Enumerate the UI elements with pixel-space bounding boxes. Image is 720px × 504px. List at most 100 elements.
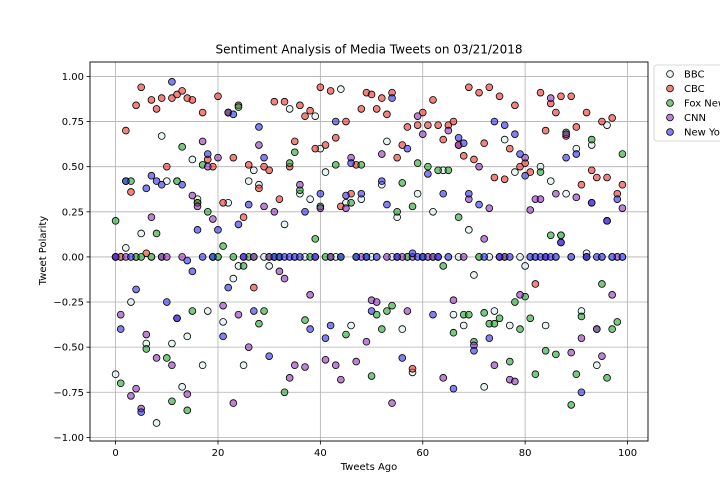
legend-item-cnn[interactable]: CNN [666,113,706,124]
legend-item-cbc[interactable]: CBC [666,84,705,95]
point-cnn [326,253,335,261]
point-bbc [219,318,227,326]
point-cbc [593,173,601,182]
point-cnn [290,361,299,370]
point-fox-news [439,262,448,270]
point-bbc [516,253,524,261]
point-new-york-times [234,220,243,229]
point-new-york-times [214,226,222,234]
x-tick-label: 100 [618,448,637,459]
point-cbc [321,141,330,149]
point-cbc [168,94,176,102]
point-bbc [546,177,555,185]
point-bbc [321,168,330,176]
point-new-york-times [244,200,253,209]
point-cbc [311,144,320,153]
point-cbc [582,108,591,117]
point-fox-news [239,262,248,270]
point-fox-news [495,314,504,323]
point-new-york-times [357,189,366,198]
legend-label: BBC [684,70,705,81]
point-new-york-times [577,388,586,397]
point-cbc [557,92,565,101]
point-new-york-times [521,171,529,180]
legend-item-bbc[interactable]: BBC [666,70,705,81]
y-tick-label: 0.50 [62,162,84,173]
point-new-york-times [383,200,391,209]
point-cnn [546,94,555,102]
point-cnn [608,291,616,299]
point-cbc [377,94,386,102]
point-new-york-times [250,307,258,315]
point-bbc [157,132,166,140]
point-fox-news [260,307,268,315]
point-cbc [603,173,611,182]
point-new-york-times [342,191,350,200]
point-new-york-times [188,267,197,276]
point-bbc [562,189,570,198]
point-bbc [111,370,120,379]
point-cbc [598,117,606,126]
point-cnn [526,206,535,214]
x-tick-label: 60 [416,448,429,459]
point-cbc [157,94,166,102]
legend-item-fox-news[interactable]: Fox News [666,99,720,110]
point-new-york-times [470,346,478,355]
point-fox-news [480,309,488,317]
point-new-york-times [147,171,156,180]
point-cbc [250,283,258,292]
legend-label: CBC [684,84,705,95]
point-cnn [536,195,545,203]
point-new-york-times [618,253,627,261]
x-axis-label: Tweets Ago [340,462,398,473]
point-cbc [127,188,135,196]
point-bbc [459,321,468,330]
point-cbc [229,153,238,162]
point-fox-news [367,372,376,380]
point-cnn [280,274,289,283]
point-fox-news [552,350,560,359]
point-bbc [337,85,345,93]
point-fox-news [613,318,622,326]
point-cnn [475,162,483,171]
point-fox-news [511,298,519,306]
point-fox-news [572,370,581,379]
point-new-york-times [162,298,171,306]
point-new-york-times [613,195,622,203]
y-tick-label: −0.50 [53,343,84,354]
point-cbc [372,105,381,113]
point-cbc [296,101,304,110]
x-tick-label: 40 [314,448,327,459]
point-cbc [383,110,391,119]
point-cnn [152,354,161,362]
point-new-york-times [183,256,192,265]
point-fox-news [413,159,422,167]
point-new-york-times [321,334,330,342]
point-cbc [608,114,616,122]
point-cbc [198,108,207,117]
point-new-york-times [582,253,591,261]
point-fox-news [388,301,396,310]
legend[interactable]: BBC CBC Fox News CNN New York Times [653,64,720,142]
point-cbc [408,365,417,373]
point-bbc [490,307,499,315]
legend-item-new-york-times[interactable]: New York Times [666,128,720,139]
series-cnn [111,94,627,413]
point-fox-news [229,253,238,261]
point-cbc [480,139,488,148]
point-fox-news [111,217,120,225]
point-new-york-times [424,170,432,178]
point-cnn [301,363,309,371]
point-cbc [424,121,432,129]
point-fox-news [331,161,340,169]
point-new-york-times [337,253,345,261]
point-cbc [162,162,171,171]
point-cnn [142,330,151,339]
point-cnn [132,384,140,393]
point-cbc [290,137,299,146]
legend-marker [666,113,674,122]
point-new-york-times [367,307,376,315]
series-cbc [111,83,627,373]
point-fox-news [598,280,606,288]
point-new-york-times [137,408,145,416]
